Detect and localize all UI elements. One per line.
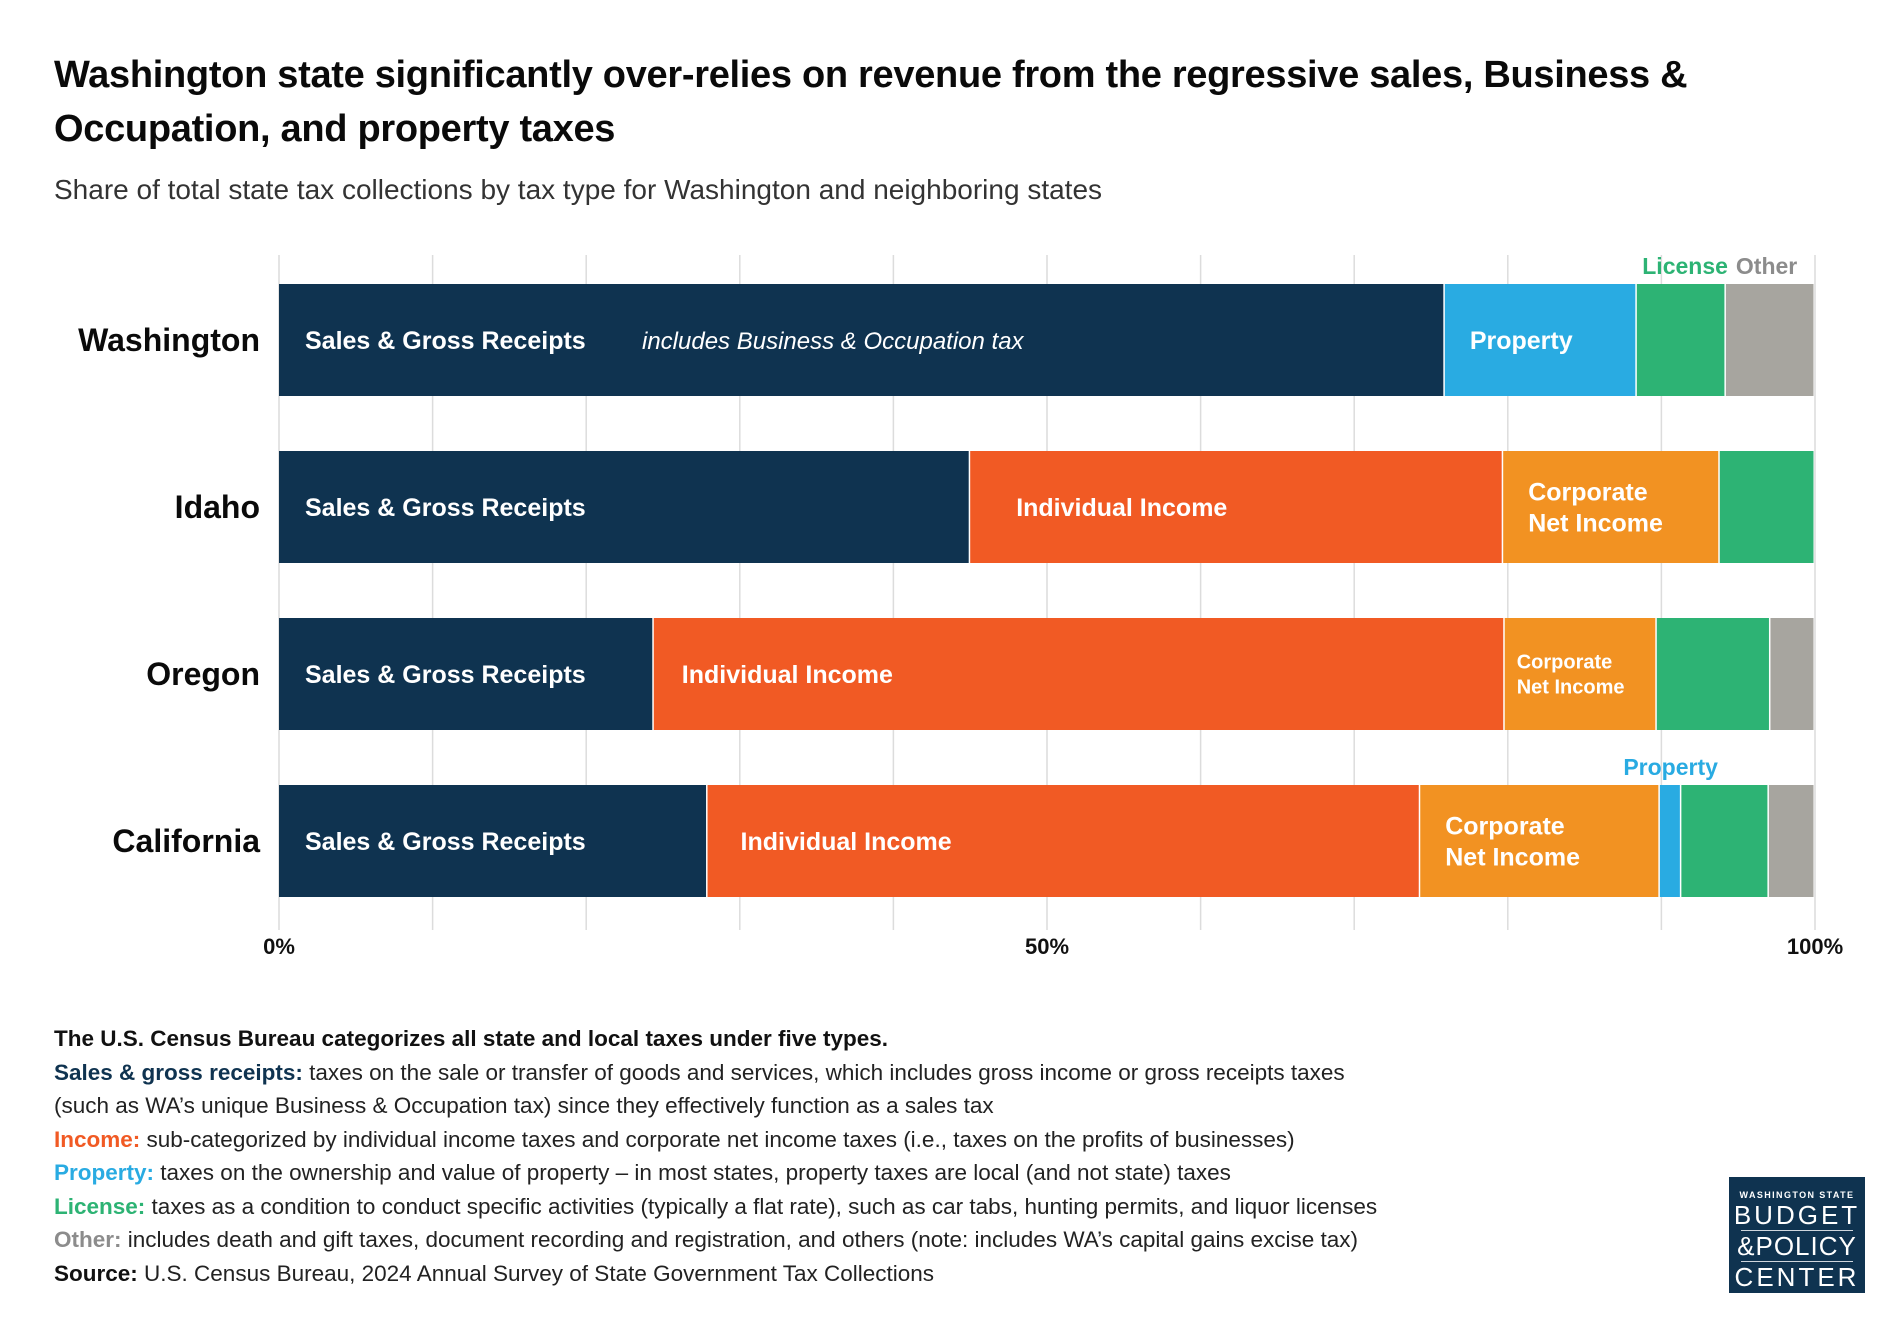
x-tick-label: 0%	[263, 934, 295, 959]
footnote-key: Sales & gross receipts:	[54, 1059, 303, 1085]
bar-segment-label: Corporate	[1528, 478, 1648, 506]
annotation-other: Other	[1736, 253, 1797, 279]
bar-segment-label: Individual Income	[1016, 494, 1227, 522]
bar-segment-sales-gross-receipts	[279, 284, 1444, 396]
annotation-note: includes Business & Occupation tax	[642, 328, 1025, 355]
bar-segment-sales-gross-receipts	[279, 785, 707, 897]
footnote-text: taxes on the sale or transfer of goods a…	[302, 1059, 1345, 1085]
row-labels: Washington Idaho Oregon California	[78, 322, 260, 859]
logo-line-2: BUDGET	[1733, 1200, 1861, 1230]
row-label-oregon: Oregon	[146, 656, 260, 692]
bar-segment-corporate-net-income	[1503, 451, 1719, 563]
bar-segment-license	[1636, 284, 1725, 396]
bar-segment-label: Net Income	[1528, 510, 1663, 538]
x-tick-label: 50%	[1025, 934, 1069, 959]
footnote-text: taxes on the ownership and value of prop…	[154, 1160, 1231, 1185]
footnote-key: Other:	[54, 1227, 122, 1252]
bar-segment-label: Sales & Gross Receipts	[305, 828, 586, 856]
bar-segment-individual-income	[707, 785, 1419, 897]
logo-line-3: &POLICY	[1737, 1231, 1857, 1261]
bar-segment-label: Individual Income	[682, 661, 893, 689]
footnotes: The U.S. Census Bureau categorizes all s…	[54, 1022, 1674, 1290]
footnote-item: Sales & gross receipts: taxes on the sal…	[54, 1056, 1674, 1090]
footnote-key: License:	[54, 1193, 146, 1219]
annotation-license: License	[1642, 253, 1728, 279]
footnote-text: sub-categorized by individual income tax…	[140, 1126, 1295, 1152]
bar-segment-label: Sales & Gross Receipts	[305, 661, 586, 689]
bar-segment-license	[1656, 618, 1769, 730]
bar-segment-property	[1444, 284, 1636, 396]
bar-segment-other	[1770, 618, 1814, 730]
bar-segment-label: Sales & Gross Receipts	[305, 327, 586, 355]
x-axis-ticks: 0% 50% 100%	[263, 934, 1843, 959]
bar-segment-label: Net Income	[1517, 677, 1625, 699]
bar-segment-label: Corporate	[1517, 652, 1613, 674]
logo-line-4: CENTER	[1734, 1262, 1860, 1292]
bar-segment-sales-gross-receipts	[279, 451, 969, 563]
bars: Sales & Gross Receipts Property Sales & Gr…	[279, 284, 1814, 897]
footnote-text: (such as WA’s unique Business & Occupati…	[54, 1093, 994, 1118]
chart-subtitle: Share of total state tax collections by …	[54, 174, 1103, 205]
bar-segment-label: Sales & Gross Receipts	[305, 494, 586, 522]
footnote-text: taxes as a condition to conduct specific…	[145, 1193, 1378, 1219]
bar-segment-license	[1681, 785, 1768, 897]
bar-segment-individual-income	[970, 451, 1502, 563]
footnote-key: Source:	[54, 1260, 138, 1286]
bar-segment-corporate-net-income	[1504, 618, 1656, 730]
footnote-item: License: taxes as a condition to conduct…	[54, 1190, 1674, 1224]
row-label-idaho: Idaho	[175, 489, 260, 525]
footnote-key: Property:	[54, 1160, 155, 1185]
bar-segment-individual-income	[653, 618, 1504, 730]
annotations: includes Business & Occupation tax Licens…	[642, 253, 1797, 780]
budget-policy-center-logo: WASHINGTON STATE BUDGET &POLICY CENTER	[1729, 1177, 1865, 1293]
row-label-california: California	[112, 823, 260, 859]
stacked-bar-chart: Sales & Gross Receipts Property Sales & Gr…	[78, 253, 1843, 959]
bar-segment-corporate-net-income	[1420, 785, 1659, 897]
footnote-item: Property: taxes on the ownership and val…	[54, 1156, 1674, 1190]
annotation-property: Property	[1623, 754, 1718, 780]
footnote-items: Sales & gross receipts: taxes on the sal…	[54, 1056, 1674, 1291]
bar-segment-label: Individual Income	[741, 828, 952, 856]
footnote-item: (such as WA’s unique Business & Occupati…	[54, 1089, 1674, 1123]
bar-segment-sales-gross-receipts	[279, 618, 653, 730]
logo-divider	[1741, 1261, 1853, 1262]
footnote-text: includes death and gift taxes, document …	[121, 1227, 1359, 1252]
footnote-key: Income:	[54, 1126, 141, 1152]
footnote-text: U.S. Census Bureau, 2024 Annual Survey o…	[137, 1260, 935, 1286]
x-tick-label: 100%	[1787, 934, 1843, 959]
bar-segment-label: Net Income	[1445, 844, 1580, 872]
logo-divider	[1741, 1230, 1853, 1231]
logo-line-1: WASHINGTON STATE	[1739, 1190, 1855, 1200]
footnote-item: Income: sub-categorized by individual in…	[54, 1123, 1674, 1157]
footnote-item: Source: U.S. Census Bureau, 2024 Annual …	[54, 1257, 1674, 1291]
bar-segment-label: Corporate	[1445, 812, 1565, 840]
bar-segment-other	[1725, 284, 1814, 396]
bar-segment-license	[1719, 451, 1814, 563]
footnote-heading: The U.S. Census Bureau categorizes all s…	[54, 1026, 889, 1051]
row-label-washington: Washington	[78, 322, 260, 358]
bar-segment-other	[1768, 785, 1814, 897]
chart-title: Washington state significantly over-reli…	[54, 54, 1688, 150]
bar-segment-label: Property	[1470, 327, 1573, 355]
footnote-item: Other: includes death and gift taxes, do…	[54, 1223, 1674, 1257]
bar-segment-property	[1659, 785, 1680, 897]
